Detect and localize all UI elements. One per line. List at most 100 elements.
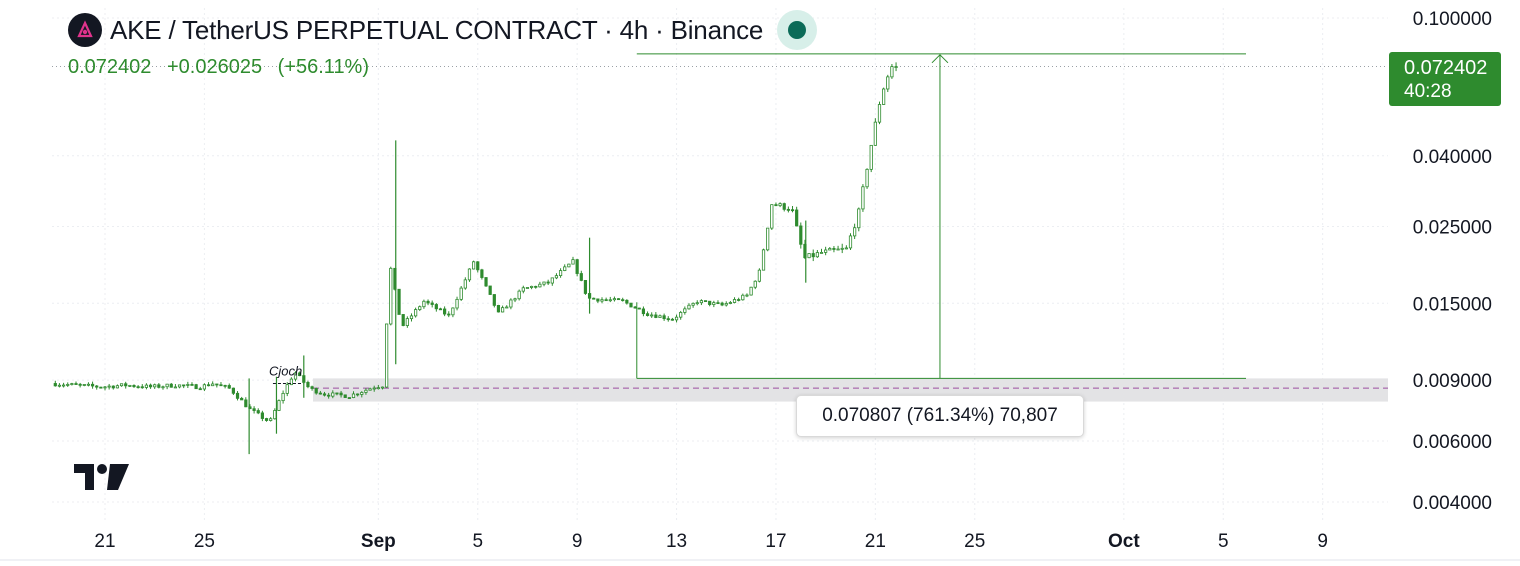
candle-body (861, 186, 865, 210)
measure-label: 0.070807 (761.34%) 70,807 (822, 405, 1058, 426)
candle-body (621, 299, 625, 302)
candle-body (761, 249, 766, 271)
candle-body (882, 88, 886, 105)
candle-body (546, 281, 550, 284)
candle-body (53, 383, 57, 387)
x-tick-label: 9 (572, 531, 583, 552)
candle-body (650, 314, 654, 317)
candle-body (206, 384, 211, 387)
candle-body (273, 410, 277, 420)
candle-body (654, 314, 658, 318)
candle-body (525, 287, 530, 289)
candle-body (832, 248, 836, 250)
candle-body (459, 287, 463, 300)
candle-body (223, 384, 227, 387)
choch-label: Cjoch (269, 363, 302, 378)
candle-body (836, 248, 840, 251)
y-tick-label: 0.100000 (1413, 9, 1492, 30)
candle-body (190, 384, 194, 386)
candle-body (534, 285, 538, 288)
candle-body (240, 397, 244, 401)
candle-body (385, 323, 389, 388)
measure-tooltip: 0.070807 (761.34%) 70,807 (796, 395, 1084, 437)
candle-body (699, 300, 704, 304)
x-tick-label: 17 (765, 531, 786, 552)
candle-body (277, 400, 281, 411)
candle-body (422, 300, 426, 308)
tradingview-logo-icon[interactable] (74, 462, 130, 497)
candle-body (894, 66, 898, 68)
candle-body (790, 209, 795, 212)
candle-body (592, 297, 596, 300)
measure-arrow-head (931, 54, 949, 64)
x-tick-label: 21 (94, 531, 115, 552)
current-price-tag: 0.072402 40:28 (1389, 52, 1501, 106)
candle-body (513, 298, 517, 301)
candle-body (687, 304, 691, 310)
candle-body (70, 383, 74, 385)
candle-body (824, 249, 828, 253)
candle-body (66, 384, 70, 386)
candle-body (269, 418, 273, 421)
candle-body (364, 389, 368, 393)
candle-body (766, 227, 770, 251)
candle-body (579, 273, 583, 281)
x-tick-label: 25 (194, 531, 215, 552)
candle-body (741, 294, 745, 301)
candle-body (637, 307, 641, 310)
candle-body (443, 308, 447, 315)
y-tick-label: 0.004000 (1413, 493, 1492, 514)
candle-body (679, 312, 683, 318)
candle-body (708, 300, 712, 305)
candle-body (107, 385, 111, 388)
candle-body (144, 384, 149, 388)
candle-body (322, 393, 327, 396)
candle-body (886, 76, 890, 90)
last-price: 0.072402 (68, 56, 152, 78)
symbol-title[interactable]: AKE / TetherUS PERPETUAL CONTRACT · 4h ·… (110, 14, 764, 45)
candle-body (119, 383, 124, 387)
candle-body (505, 306, 509, 309)
candle-body (695, 302, 699, 305)
candle-body (558, 270, 563, 277)
candle-body (691, 302, 695, 306)
candle-body (538, 283, 542, 288)
candle-body (674, 316, 679, 321)
candle-body (633, 306, 637, 309)
candle-body (198, 388, 202, 391)
candle-body (95, 385, 99, 388)
x-tick-label: 13 (666, 531, 687, 552)
candle-body (811, 253, 815, 258)
candle-body (298, 372, 302, 377)
candle-body (509, 299, 513, 308)
candle-body (82, 384, 86, 386)
candle-body (608, 299, 612, 302)
candle-body (140, 386, 144, 389)
candle-body (728, 302, 732, 304)
candle-body (447, 313, 451, 316)
candle-body (161, 386, 165, 389)
candle-body (418, 306, 422, 310)
candle-body (397, 288, 401, 315)
candle-body (351, 393, 356, 398)
candle-body (86, 383, 91, 386)
order-block-zone (313, 378, 1388, 402)
candle-body (500, 307, 505, 313)
price-change-line: 0.072402 +0.026025 (+56.11%) (68, 56, 379, 79)
candle-body (844, 247, 848, 250)
candle-body (828, 248, 832, 251)
candle-body (873, 121, 877, 146)
candle-body (819, 252, 824, 254)
candle-body (815, 252, 819, 258)
candle-body (339, 392, 343, 396)
candle-body (165, 383, 169, 388)
candle-body (869, 144, 873, 170)
candle-body (132, 384, 136, 388)
candle-body (476, 261, 480, 271)
candle-body (115, 385, 120, 389)
candle-body (753, 280, 757, 288)
current-price: 0.072402 (1404, 57, 1488, 79)
price-change: +0.026025 (166, 56, 263, 78)
